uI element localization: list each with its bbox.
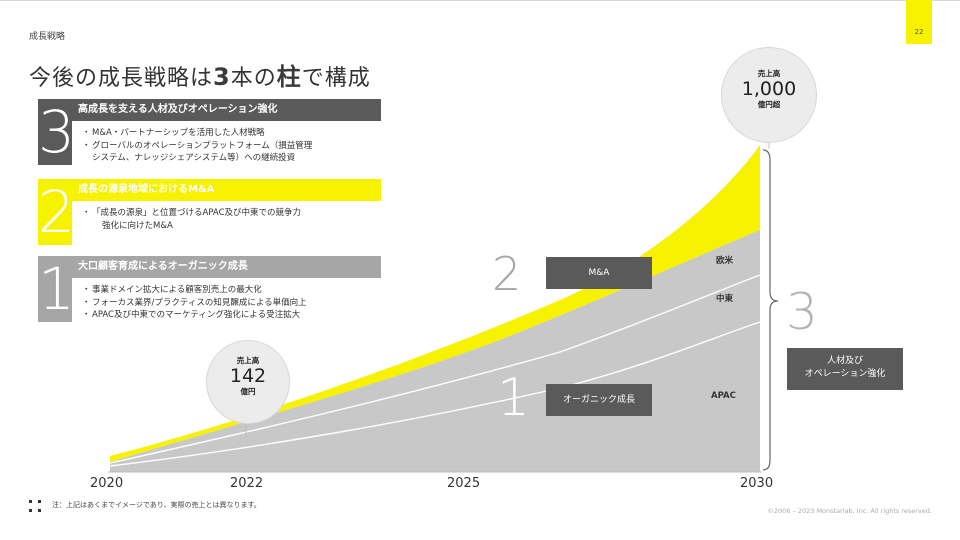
bullet-item: 「成長の源泉」と位置づけるAPAC及び中東での競争力 (82, 207, 382, 220)
bubble-value: 1,000 (741, 78, 797, 100)
pillar-1: 1 大口顧客育成によるオーガニック成長 事業ドメイン拡大による顧客別売上の最大化… (38, 256, 381, 326)
bullet-item-continuation: システム、ナレッジシェアシステム等）への継続投資 (92, 153, 296, 163)
top-divider (0, 0, 960, 1)
bubble-value: 142 (229, 365, 267, 387)
pillar-number-box: 3 (38, 98, 75, 166)
line-eu-me (109, 274, 761, 464)
bullet-item: グローバルのオペレーションプラットフォーム（損益管理 (82, 140, 382, 153)
pillar-heading: 大口顧客育成によるオーガニック成長 (72, 256, 381, 278)
bubble-label: 売上高 (236, 356, 260, 365)
revenue-bubble-2022: 売上高 142 億円 (206, 340, 290, 424)
page-number: 22 (914, 28, 924, 36)
region-label-apac: APAC (711, 391, 736, 401)
chart-number-1: 1 (497, 368, 531, 428)
logo-dots-icon (29, 500, 41, 512)
chart-number-2: 2 (492, 247, 522, 301)
bullet-item: 事業ドメイン拡大による顧客別売上の最大化 (82, 284, 382, 297)
title-part: で構成 (301, 66, 371, 91)
title-emphasis: 柱 (276, 63, 302, 91)
title-number: 3 (213, 63, 231, 91)
bullet-item-continuation: 強化に向けたM&A (102, 220, 173, 231)
page-number-tab: 22 (906, 0, 932, 44)
pillar-number-box: 1 (38, 255, 75, 323)
pillar-3: 3 高成長を支える人材及びオペレーション強化 M&A・パートナーシップを活用した… (38, 99, 381, 169)
pillar-bullets: 「成長の源泉」と位置づけるAPAC及び中東での競争力 強化に向けたM&A (82, 207, 382, 232)
title-part: 本の (230, 66, 277, 91)
bullet-item: M&A・パートナーシップを活用した人材戦略 (82, 127, 382, 140)
bullet-item: フォーカス業界/プラクティスの知見醸成による単価向上 (82, 297, 382, 310)
x-tick-label: 2030 (740, 476, 774, 491)
pillar-number: 1 (38, 255, 75, 323)
people-operations-label-box: 人材及び オペレーション強化 (787, 348, 903, 390)
region-label-middle-east: 中東 (716, 294, 734, 304)
pillar-2: 2 成長の源泉地域におけるM&A 「成長の源泉」と位置づけるAPAC及び中東での… (38, 179, 381, 249)
pillar-number: 3 (38, 98, 75, 166)
x-tick-label: 2022 (230, 476, 264, 491)
x-tick-label: 2020 (90, 476, 124, 491)
footnote: 注：上記はあくまでイメージであり、実際の売上とは異なります。 (52, 501, 261, 509)
organic-growth-label-box: オーガニック成長 (546, 384, 652, 416)
line-me-apac (109, 321, 761, 467)
revenue-bubble-2030: 売上高 1,000 億円超 (721, 47, 817, 143)
pillar-heading: 高成長を支える人材及びオペレーション強化 (72, 99, 381, 121)
title-part: 今後の成長戦略は (29, 66, 214, 91)
x-tick-label: 2025 (447, 476, 481, 491)
pillar-bullets: 事業ドメイン拡大による顧客別売上の最大化 フォーカス業界/プラクティスの知見醸成… (82, 284, 382, 322)
page-title: 今後の成長戦略は3本の柱で構成 (29, 57, 371, 92)
box-line: 人材及び (826, 356, 863, 366)
copyright: ©2006 – 2023 Monstarlab, Inc. All rights… (767, 507, 932, 515)
bubble-unit: 億円 (240, 387, 256, 396)
bubble-unit: 億円超 (757, 100, 781, 109)
bullet-item: APAC及び中東でのマーケティング強化による受注拡大 (82, 309, 382, 322)
pillar-bullets: M&A・パートナーシップを活用した人材戦略 グローバルのオペレーションプラットフ… (82, 127, 382, 165)
pillar-number-box: 2 (38, 178, 75, 246)
box-line: オペレーション強化 (804, 369, 886, 379)
right-brace (762, 149, 779, 471)
chart-number-3: 3 (786, 283, 818, 341)
pillar-heading: 成長の源泉地域におけるM&A (72, 179, 381, 201)
region-label-eu-us: 欧米 (716, 256, 734, 266)
ma-label-box: M&A (546, 257, 652, 289)
pillar-number: 2 (38, 178, 75, 246)
bubble-label: 売上高 (757, 69, 781, 78)
section-label: 成長戦略 (29, 32, 66, 42)
